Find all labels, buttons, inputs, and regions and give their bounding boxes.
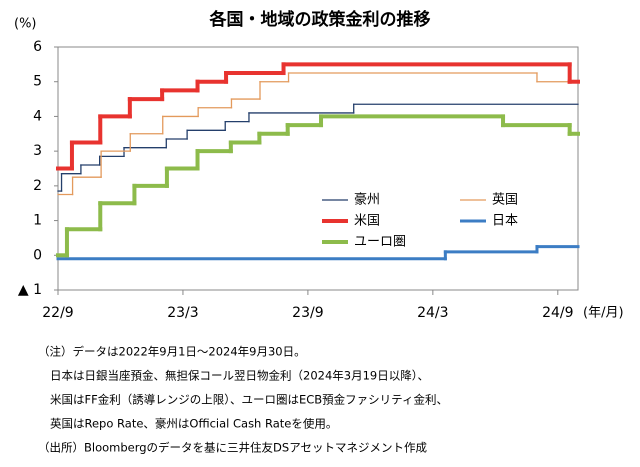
x-tick-label: 24/9 (542, 305, 573, 321)
chart-title: 各国・地域の政策金利の推移 (209, 9, 431, 30)
y-tick-label: 5 (33, 74, 42, 90)
y-tick-label: 1 (33, 213, 42, 229)
note: 日本は日銀当座預金、無担保コール翌日物金利（2024年3月19日以降）、 (50, 369, 429, 383)
x-tick-label: 23/3 (167, 305, 198, 321)
legend-label: 日本 (492, 214, 518, 229)
y-tick-label: ▲ 1 (18, 282, 42, 298)
note: （注）データは2022年9月1日～2024年9月30日。 (38, 345, 306, 359)
x-axis-label: (年/月) (583, 306, 624, 321)
x-tick-label: 24/3 (417, 305, 448, 321)
y-tick-label: 3 (33, 143, 42, 159)
x-tick-label: 23/9 (292, 305, 323, 321)
legend-label: ユーロ圏 (354, 235, 406, 250)
y-tick-label: 6 (33, 39, 42, 55)
legend-label: 豪州 (354, 192, 380, 208)
legend-label: 米国 (354, 214, 380, 229)
note: 米国はFF金利（誘導レンジの上限）、ユーロ圏はECB預金ファシリティ金利、 (50, 393, 448, 407)
y-tick-label: 4 (33, 108, 42, 124)
y-tick-label: 2 (33, 178, 42, 194)
note: 英国はRepo Rate、豪州はOfficial Cash Rateを使用。 (50, 417, 337, 431)
plot-frame (57, 46, 579, 291)
note: （出所）Bloombergのデータを基に三井住友DSアセットマネジメント作成 (38, 441, 427, 455)
x-tick-label: 22/9 (42, 305, 73, 321)
y-axis-label: (%) (14, 17, 37, 32)
legend-label: 英国 (492, 193, 518, 208)
y-tick-label: 0 (33, 247, 42, 263)
